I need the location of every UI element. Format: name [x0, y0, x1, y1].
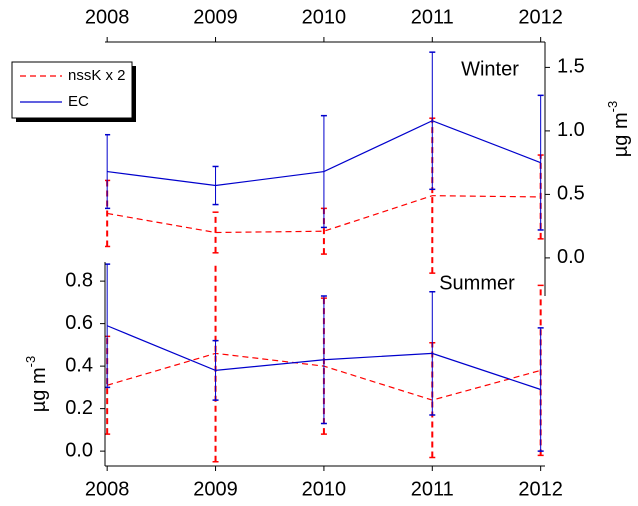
x-tick-label: 2012 [518, 6, 563, 28]
x-tick-label: 2011 [411, 478, 454, 500]
y-axis-label-exponent: -3 [605, 101, 620, 113]
legend-label: nssK x 2 [68, 67, 126, 84]
x-tick-label: 2009 [193, 478, 238, 500]
y-tick-label: 1.0 [557, 119, 585, 141]
legend [11, 61, 133, 119]
y-tick-label: 0.8 [65, 269, 93, 291]
plot-area [105, 51, 544, 274]
x-tick-label: 2008 [85, 478, 130, 500]
y-tick-label: 0.0 [65, 439, 93, 461]
y-axis-label-unit: µg m [610, 112, 632, 157]
series-line [106, 325, 541, 391]
y-tick-label: 0.6 [65, 312, 93, 334]
panel-title: Summer [439, 272, 515, 294]
panel-title: Winter [461, 58, 519, 80]
legend-label: EC [68, 93, 89, 110]
y-tick-label: 0.0 [557, 246, 585, 268]
y-axis-label-exponent: -3 [23, 356, 38, 368]
x-tick-label: 2011 [411, 6, 454, 28]
y-tick-label: 0.4 [65, 354, 93, 376]
y-axis-label: µg m-3 [23, 356, 50, 412]
y-tick-label: 1.5 [557, 56, 585, 78]
y-axis-label-unit: µg m [28, 367, 50, 412]
y-tick-label: 0.5 [557, 183, 585, 205]
series-line [107, 120, 541, 187]
x-tick-label: 2010 [302, 6, 347, 28]
y-tick-label: 0.2 [65, 397, 93, 419]
y-axis-label: µg m-3 [605, 101, 632, 157]
x-tick-label: 2008 [85, 6, 130, 28]
plot-area [105, 262, 544, 463]
x-tick-label: 2010 [302, 478, 347, 500]
series-line [107, 195, 541, 234]
x-tick-label: 2009 [193, 6, 238, 28]
x-tick-label: 2012 [518, 478, 563, 500]
